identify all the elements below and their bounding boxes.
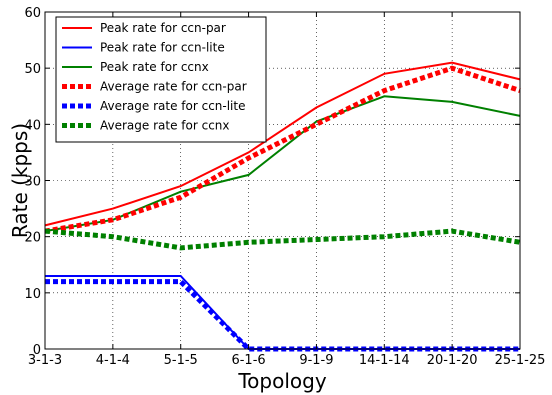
x-tick-label: 25-1-25 [495, 353, 546, 368]
y-tick-label: 20 [24, 231, 41, 246]
y-tick-label: 50 [24, 62, 41, 77]
legend-label-2: Peak rate for ccn-lite [100, 41, 225, 55]
x-tick-label: 3-1-3 [28, 353, 62, 368]
legend-label-5: Average rate for ccn-lite [100, 99, 245, 113]
x-tick-label: 14-1-14 [359, 353, 410, 368]
y-axis-title: Rate (kpps) [8, 123, 32, 238]
axis-ticks: 3-1-3 4-1-4 5-1-5 6-1-6 9-1-9 14-1-14 20-1-20 2… [24, 6, 545, 368]
series-line-1 [44, 61, 521, 227]
legend-box [55, 16, 267, 143]
series-line-4 [44, 65, 521, 234]
legend-label-1: Peak rate for ccn-par [100, 21, 226, 35]
x-tick-label: 6-1-6 [231, 353, 265, 368]
x-tick-label: 20-1-20 [427, 353, 478, 368]
x-tick-label: 9-1-9 [299, 353, 333, 368]
y-tick-label: 40 [24, 118, 41, 133]
x-axis-title: Topology [237, 369, 326, 393]
x-tick-label: 5-1-5 [164, 353, 198, 368]
y-tick-label: 0 [33, 343, 41, 358]
y-tick-label: 30 [24, 175, 41, 190]
y-tick-label: 10 [24, 287, 41, 302]
legend-label-3: Peak rate for ccnx [100, 60, 209, 74]
series-line-6 [44, 228, 521, 251]
series-line-2 [45, 275, 520, 350]
legend-label-4: Average rate for ccn-par [100, 80, 247, 94]
x-tick-label: 4-1-4 [96, 353, 130, 368]
legend: Peak rate for ccn-par Peak rate for ccn-l… [55, 16, 267, 143]
series-line-5 [45, 279, 520, 352]
legend-label-6: Average rate for ccnx [100, 119, 230, 133]
y-tick-label: 60 [24, 6, 41, 21]
